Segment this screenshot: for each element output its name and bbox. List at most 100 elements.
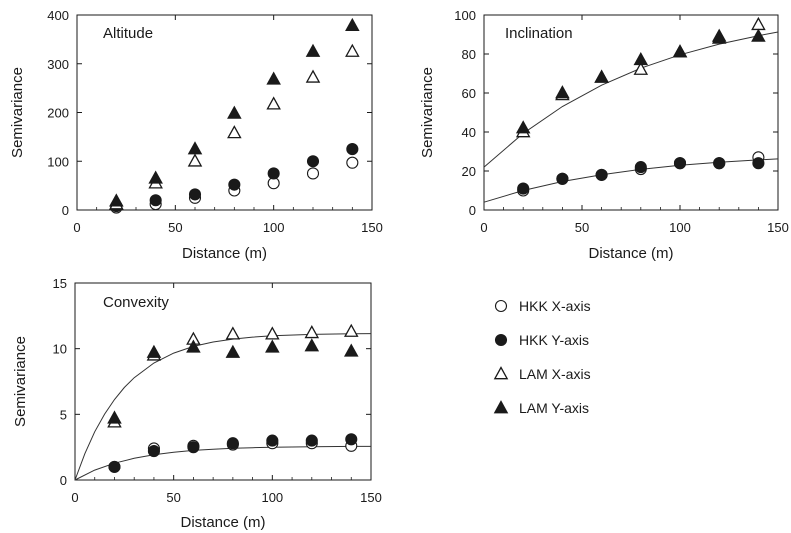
legend-label: HKK Y-axis bbox=[519, 332, 589, 348]
series-lam-x-axis bbox=[107, 323, 359, 428]
x-tick-label: 50 bbox=[166, 490, 180, 505]
series-hkk-x-axis bbox=[517, 151, 765, 197]
point-lam-y-axis bbox=[305, 43, 321, 57]
point-lam-y-axis bbox=[751, 28, 766, 42]
fit-curve-1 bbox=[483, 31, 779, 168]
point-lam-y-axis bbox=[225, 344, 241, 358]
point-hkk-y-axis bbox=[305, 434, 318, 447]
point-hkk-y-axis bbox=[345, 433, 358, 446]
legend-label: LAM Y-axis bbox=[519, 400, 589, 416]
legend-item-hkk-y-axis: HKK Y-axis bbox=[494, 332, 589, 348]
plot-frame bbox=[483, 14, 779, 211]
legend-label: LAM X-axis bbox=[519, 366, 591, 382]
point-hkk-y-axis bbox=[595, 168, 608, 181]
panel-convexity: 0 50 100 150 0 5 10 15 Convexity Distance (m) Semi… bbox=[12, 276, 382, 531]
fit-curve-2 bbox=[74, 445, 371, 481]
x-tick-label: 0 bbox=[73, 220, 80, 235]
y-tick-label: 300 bbox=[47, 57, 69, 72]
point-lam-y-axis bbox=[555, 85, 570, 99]
x-axis-label: Distance (m) bbox=[588, 245, 673, 262]
x-tick-label: 100 bbox=[261, 490, 283, 505]
point-hkk-y-axis bbox=[187, 441, 200, 454]
point-hkk-y-axis bbox=[517, 182, 530, 195]
point-lam-y-axis bbox=[186, 339, 201, 353]
fit-curve-1 bbox=[74, 333, 372, 481]
y-axis-label: Semivariance bbox=[419, 67, 436, 158]
y-tick-label: 0 bbox=[60, 473, 67, 488]
panel-title: Convexity bbox=[103, 294, 169, 311]
x-axis-label: Distance (m) bbox=[180, 514, 265, 531]
series-hkk-y-axis bbox=[108, 433, 358, 473]
fit-curve-2 bbox=[483, 158, 779, 203]
y-tick-label: 80 bbox=[462, 47, 476, 62]
point-lam-y-axis bbox=[146, 344, 162, 358]
point-lam-y-axis bbox=[594, 69, 609, 83]
point-hkk-y-axis bbox=[556, 172, 569, 185]
plot-frame bbox=[76, 14, 373, 211]
legend-marker-open-triangle bbox=[493, 366, 509, 380]
legend: HKK X-axis HKK Y-axis LAM X-axis LAM Y-axis bbox=[493, 298, 591, 416]
series-hkk-y-axis bbox=[517, 157, 765, 195]
y-tick-label: 100 bbox=[454, 8, 476, 23]
point-hkk-y-axis bbox=[752, 157, 765, 170]
point-hkk-y-axis bbox=[147, 445, 160, 458]
point-hkk-y-axis bbox=[267, 167, 280, 180]
series-lam-y-axis bbox=[515, 28, 766, 134]
panel-inclination: 0 50 100 150 0 20 40 60 80 100 Inclination Distance… bbox=[419, 8, 789, 262]
panel-title: Altitude bbox=[103, 25, 153, 42]
y-tick-label: 400 bbox=[47, 8, 69, 23]
y-tick-label: 100 bbox=[47, 154, 69, 169]
point-hkk-y-axis bbox=[673, 157, 687, 170]
x-tick-label: 50 bbox=[168, 220, 182, 235]
y-tick-label: 15 bbox=[53, 276, 67, 291]
x-tick-label: 100 bbox=[263, 220, 285, 235]
panel-title: Inclination bbox=[505, 25, 573, 42]
x-tick-label: 0 bbox=[71, 490, 78, 505]
x-tick-label: 150 bbox=[767, 220, 789, 235]
point-lam-y-axis bbox=[711, 30, 727, 44]
point-hkk-y-axis bbox=[306, 155, 320, 168]
x-tick-label: 150 bbox=[361, 220, 383, 235]
x-tick-label: 100 bbox=[669, 220, 691, 235]
point-hkk-y-axis bbox=[346, 143, 359, 156]
point-lam-x-axis bbox=[304, 325, 320, 339]
point-hkk-y-axis bbox=[713, 157, 726, 170]
point-lam-y-axis bbox=[343, 343, 359, 357]
point-lam-y-axis bbox=[345, 17, 360, 32]
x-tick-label: 50 bbox=[575, 220, 589, 235]
y-tick-label: 60 bbox=[462, 86, 476, 101]
point-lam-x-axis bbox=[227, 125, 242, 139]
point-lam-x-axis bbox=[187, 153, 203, 167]
point-lam-x-axis bbox=[265, 326, 280, 340]
point-lam-x-axis bbox=[345, 43, 360, 57]
y-tick-label: 0 bbox=[469, 203, 476, 218]
legend-marker-open-circle bbox=[494, 299, 508, 313]
point-lam-y-axis bbox=[265, 339, 280, 353]
point-hkk-x-axis bbox=[306, 167, 320, 180]
legend-marker-filled-triangle bbox=[493, 400, 509, 414]
point-hkk-x-axis bbox=[346, 156, 359, 169]
point-lam-y-axis bbox=[515, 120, 531, 134]
panel-altitude: 0 50 100 150 0 100 200 300 400 Altitude Distance (… bbox=[9, 8, 383, 262]
legend-item-lam-x-axis: LAM X-axis bbox=[493, 366, 591, 382]
x-tick-label: 150 bbox=[360, 490, 382, 505]
point-hkk-y-axis bbox=[226, 437, 239, 450]
y-tick-label: 20 bbox=[462, 164, 476, 179]
point-lam-x-axis bbox=[633, 61, 649, 75]
legend-marker-filled-circle bbox=[494, 333, 508, 347]
y-tick-label: 5 bbox=[60, 407, 67, 422]
point-lam-y-axis bbox=[304, 338, 320, 352]
point-lam-y-axis bbox=[107, 410, 122, 424]
x-tick-label: 0 bbox=[480, 220, 487, 235]
point-lam-y-axis bbox=[672, 44, 688, 58]
point-lam-x-axis bbox=[266, 96, 281, 110]
point-lam-y-axis bbox=[266, 71, 281, 85]
point-lam-y-axis bbox=[109, 193, 124, 207]
series-hkk-y-axis bbox=[110, 143, 359, 213]
y-tick-label: 0 bbox=[62, 203, 69, 218]
point-hkk-y-axis bbox=[108, 460, 121, 473]
y-axis-label: Semivariance bbox=[9, 67, 26, 158]
plot-frame bbox=[74, 282, 372, 481]
point-lam-x-axis bbox=[305, 69, 321, 83]
